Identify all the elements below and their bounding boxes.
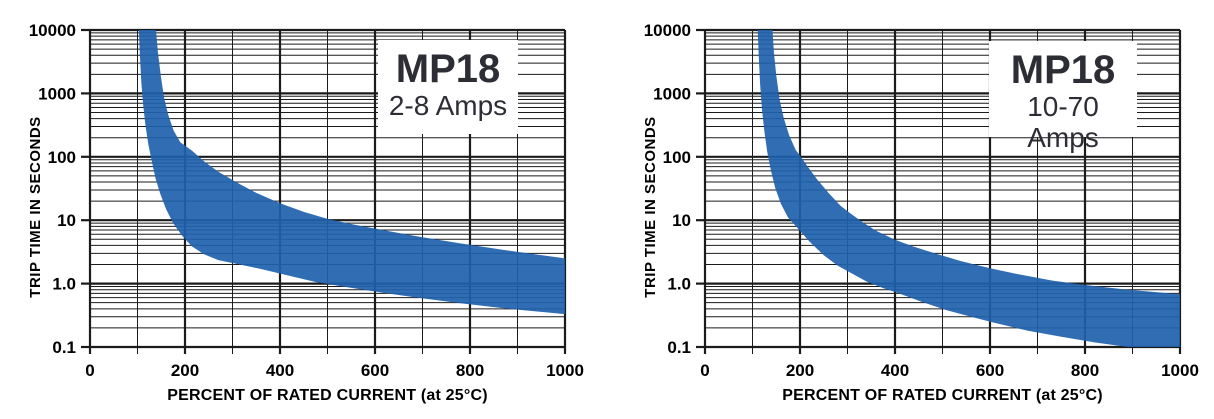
- trip-time-band: [138, 30, 565, 315]
- y-tick-label: 10000: [29, 21, 76, 40]
- x-tick-label: 1000: [1161, 361, 1199, 380]
- x-tick-label: 600: [976, 361, 1004, 380]
- x-tick-label: 400: [881, 361, 909, 380]
- y-tick-label: 1000: [653, 84, 691, 103]
- trip-time-band: [757, 30, 1180, 347]
- x-tick-label: 400: [266, 361, 294, 380]
- x-tick-label: 0: [700, 361, 709, 380]
- amp-range-label: 10-70 Amps: [1027, 91, 1099, 153]
- x-tick-label: 800: [1071, 361, 1099, 380]
- y-tick-label: 10: [672, 211, 691, 230]
- x-tick-label: 800: [456, 361, 484, 380]
- x-tick-label: 200: [786, 361, 814, 380]
- y-tick-label: 100: [663, 148, 691, 167]
- x-tick-label: 1000: [546, 361, 584, 380]
- model-label-box: MP18 2-8 Amps: [378, 40, 518, 134]
- x-tick-label: 600: [361, 361, 389, 380]
- y-tick-label: 1000: [38, 84, 76, 103]
- y-tick-label: 10: [57, 211, 76, 230]
- y-tick-label: 1.0: [52, 275, 76, 294]
- x-axis-title: PERCENT OF RATED CURRENT (at 25°C): [782, 387, 1103, 404]
- x-tick-label: 200: [171, 361, 199, 380]
- y-tick-label: 0.1: [52, 338, 76, 357]
- y-axis-title: TRIP TIME IN SECONDS: [642, 116, 659, 298]
- chart-low-amp: 10000 1000 100 10 1.0 0.1 0 200 400 600 800 1000: [29, 21, 584, 380]
- y-tick-label: 1.0: [667, 275, 691, 294]
- amp-range-label: 2-8 Amps: [388, 90, 508, 121]
- model-label-box: MP18 10-70 Amps: [989, 41, 1137, 153]
- y-axis-title: TRIP TIME IN SECONDS: [27, 116, 44, 298]
- x-axis-title: PERCENT OF RATED CURRENT (at 25°C): [167, 387, 488, 404]
- model-name: MP18: [395, 47, 501, 91]
- x-tick-label: 0: [85, 361, 94, 380]
- y-tick-label: 0.1: [667, 338, 691, 357]
- y-tick-label: 10000: [644, 21, 691, 40]
- model-name: MP18: [1010, 48, 1116, 92]
- y-tick-label: 100: [48, 148, 76, 167]
